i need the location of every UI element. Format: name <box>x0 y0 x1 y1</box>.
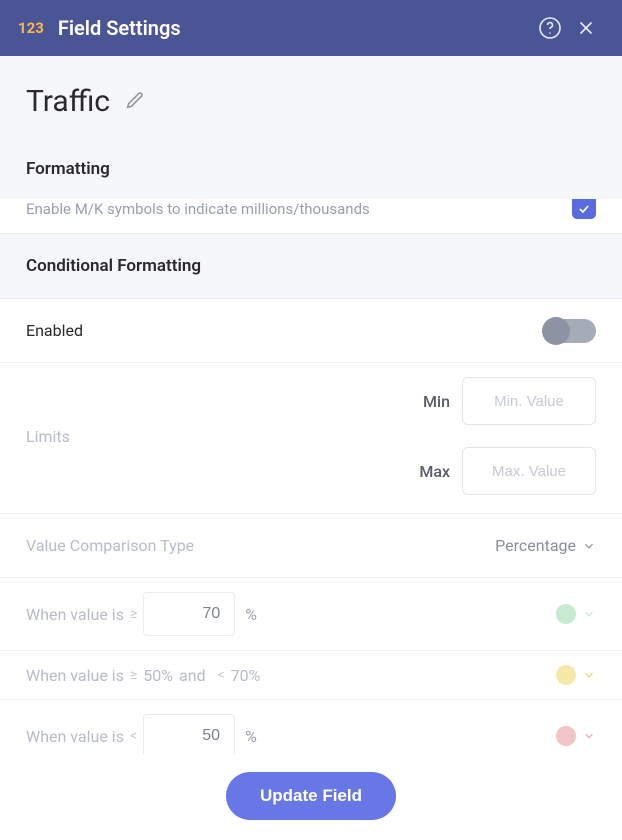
field-name: Traffic <box>26 84 110 119</box>
panel-body: Enable M/K symbols to indicate millions/… <box>0 199 622 754</box>
formatting-section-label: Formatting <box>26 159 596 179</box>
rule-mid-row: When value is ≥ 50% and < 70% <box>0 651 622 700</box>
rule-mid-lo-operator: ≥ <box>130 667 137 683</box>
mk-symbols-row: Enable M/K symbols to indicate millions/… <box>0 199 622 234</box>
help-button[interactable] <box>532 10 568 46</box>
update-field-button[interactable]: Update Field <box>226 772 396 820</box>
rule-prefix: When value is <box>26 605 124 624</box>
conditional-formatting-header: Conditional Formatting <box>0 234 622 299</box>
chevron-down-icon <box>582 539 596 553</box>
enabled-label: Enabled <box>26 321 83 340</box>
color-swatch-green <box>556 604 576 624</box>
edit-name-button[interactable] <box>124 89 146 115</box>
close-icon <box>575 17 597 39</box>
color-swatch-red <box>556 726 576 746</box>
enabled-row: Enabled <box>0 299 622 363</box>
panel-title: Field Settings <box>58 16 181 40</box>
color-swatch-yellow <box>556 665 576 685</box>
rule-mid-color-picker[interactable] <box>556 665 596 685</box>
rule-mid-hi-operator: < <box>218 667 225 683</box>
comparison-type-value: Percentage <box>495 536 576 555</box>
chevron-down-icon <box>582 607 596 621</box>
rule-prefix: When value is <box>26 727 124 746</box>
comparison-type-label: Value Comparison Type <box>26 536 194 555</box>
min-value-input[interactable] <box>462 377 596 425</box>
rule-prefix: When value is <box>26 666 124 685</box>
mk-symbols-description: Enable M/K symbols to indicate millions/… <box>26 200 572 218</box>
field-type-badge: 123 <box>18 19 44 37</box>
rule-upper-value-input[interactable] <box>143 592 235 636</box>
rule-upper-suffix: % <box>245 605 257 624</box>
title-block: Traffic Formatting <box>0 56 622 199</box>
question-circle-icon <box>538 16 562 40</box>
max-value-input[interactable] <box>462 447 596 495</box>
panel-header: 123 Field Settings <box>0 0 622 56</box>
min-label: Min <box>406 392 450 411</box>
field-settings-panel: 123 Field Settings Traffic Formatt <box>0 0 622 840</box>
rule-and: and <box>179 666 206 685</box>
rule-lower-operator: < <box>130 728 137 744</box>
chevron-down-icon <box>582 729 596 743</box>
rule-mid-lo-value: 50% <box>143 666 173 685</box>
enabled-toggle[interactable] <box>544 319 596 343</box>
mk-symbols-checkbox[interactable] <box>572 199 596 219</box>
rule-mid-hi-value: 70% <box>231 666 261 685</box>
limits-label: Limits <box>26 427 386 446</box>
check-icon <box>577 202 591 216</box>
panel-footer: Update Field <box>0 754 622 840</box>
rule-upper-row: When value is ≥ % <box>0 578 622 651</box>
comparison-type-select[interactable]: Percentage <box>495 536 596 555</box>
rule-lower-suffix: % <box>245 727 257 746</box>
max-label: Max <box>406 462 450 481</box>
rule-lower-value-input[interactable] <box>143 714 235 754</box>
rule-upper-color-picker[interactable] <box>556 604 596 624</box>
close-button[interactable] <box>568 10 604 46</box>
comparison-type-row: Value Comparison Type Percentage <box>0 514 622 578</box>
pencil-icon <box>124 89 146 111</box>
rule-lower-row: When value is < % <box>0 700 622 754</box>
rule-upper-operator: ≥ <box>130 606 137 622</box>
chevron-down-icon <box>582 668 596 682</box>
limits-row: Limits Min Max <box>0 363 622 514</box>
rule-lower-color-picker[interactable] <box>556 726 596 746</box>
